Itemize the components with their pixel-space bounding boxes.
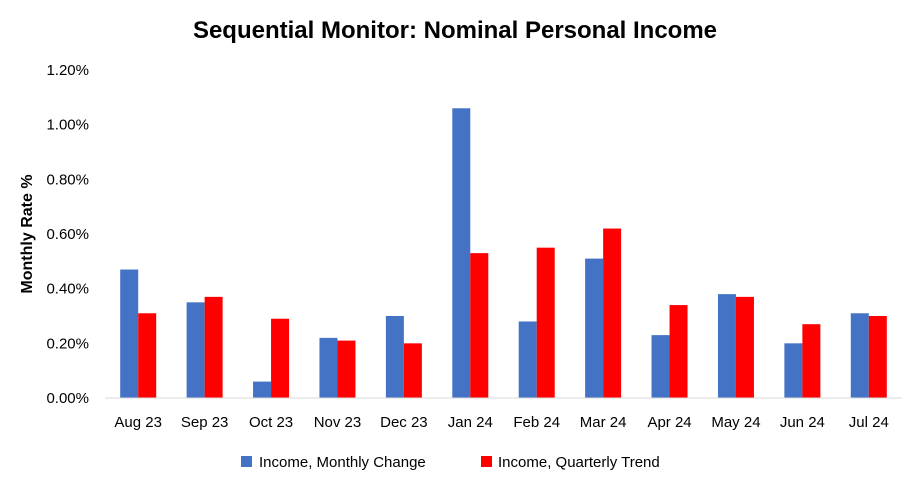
legend-label: Income, Monthly Change [259,454,426,471]
y-tick-label: 0.80% [46,171,89,188]
bar-quarterly-trend [403,343,422,398]
y-axis-ticks: 0.00% 0.20% 0.40% 0.60% 0.80% 1.00% 1.20% [46,62,89,407]
bar-monthly-change [850,313,869,398]
chart-title: Sequential Monitor: Nominal Personal Inc… [193,17,717,44]
x-tick-label: Mar 24 [580,414,627,431]
bar-quarterly-trend [470,253,489,398]
legend-label: Income, Quarterly Trend [498,454,660,471]
x-tick-label: May 24 [711,414,760,431]
bar-quarterly-trend [204,296,223,398]
bar-quarterly-trend [138,313,157,398]
bar-quarterly-trend [669,305,688,398]
x-tick-label: Oct 23 [249,414,293,431]
x-tick-label: Jul 24 [849,414,889,431]
x-tick-label: Nov 23 [314,414,362,431]
bar-monthly-change [319,337,338,398]
x-tick-label: Sep 23 [181,414,229,431]
x-tick-label: Jun 24 [780,414,825,431]
bar-quarterly-trend [802,324,821,398]
y-axis-title: Monthly Rate % [19,174,36,293]
bar-quarterly-trend [868,316,887,398]
bar-quarterly-trend [735,296,754,398]
y-tick-label: 1.00% [46,117,89,134]
bar-monthly-change [717,294,736,398]
bars [120,108,887,399]
bar-quarterly-trend [603,228,622,398]
y-tick-label: 0.00% [46,390,89,407]
y-tick-label: 0.40% [46,281,89,298]
legend-swatch [241,456,252,467]
y-tick-label: 0.20% [46,335,89,352]
bar-monthly-change [651,335,670,398]
bar-monthly-change [452,108,471,399]
x-axis-ticks: Aug 23 Sep 23 Oct 23 Nov 23 Dec 23 Jan 24 Feb … [114,414,888,431]
bar-monthly-change [585,258,604,398]
x-tick-label: Jan 24 [448,414,493,431]
legend-swatch [481,456,492,467]
x-tick-label: Apr 24 [647,414,691,431]
legend: Income, Monthly Change Income, Quarterly … [241,454,660,471]
bar-monthly-change [253,381,272,398]
x-tick-label: Feb 24 [513,414,560,431]
bar-monthly-change [385,316,404,398]
bar-quarterly-trend [337,340,356,398]
y-tick-label: 1.20% [46,62,89,79]
bar-monthly-change [120,269,139,398]
bar-monthly-change [518,321,537,398]
y-tick-label: 0.60% [46,226,89,243]
x-tick-label: Aug 23 [114,414,162,431]
bar-quarterly-trend [536,247,555,398]
bar-quarterly-trend [271,318,290,398]
bar-monthly-change [186,302,205,398]
bar-monthly-change [784,343,803,398]
x-tick-label: Dec 23 [380,414,428,431]
